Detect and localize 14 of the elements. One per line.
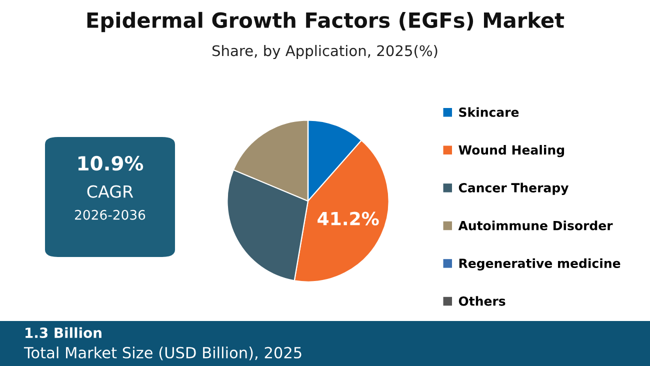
legend-label: Regenerative medicine [459,258,620,271]
text: 2026-2036 [75,210,146,220]
chart-subtitle: Share, by Application, 2025(%) [212,44,438,60]
legend-label: Autoimmune Disorder [458,220,613,230]
text: 10.9% [78,156,144,171]
text: 1.3 Billion [26,327,102,338]
chart-title: Epidermal Growth Factors (EGFs) Market [87,12,564,32]
text: CAGR [87,185,134,198]
data-label: 41.2% [318,212,379,226]
legend-label: Skincare [459,107,519,117]
legend-label: Wound Healing [458,144,564,158]
text: Total Market Size (USD Billion), 2025 [24,346,302,360]
legend-label: Cancer Therapy [458,182,569,195]
legend-label: Others [458,296,506,306]
